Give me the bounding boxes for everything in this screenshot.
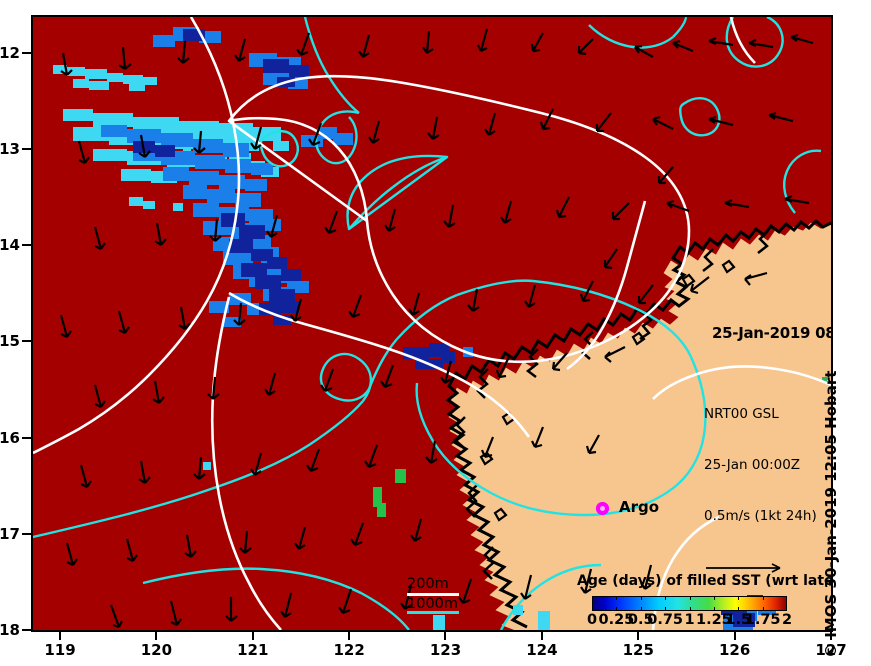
x-tick-label: 127: [815, 641, 847, 659]
y-tick-mark: [22, 629, 31, 631]
copyright-credit: © IMOS 30-Jan-2019 12:05 Hobart: [822, 370, 840, 658]
x-tick-label: 122: [333, 641, 365, 659]
y-tick-label: -13: [0, 139, 20, 158]
land-polygon: [448, 222, 831, 630]
y-tick-label: -12: [0, 43, 20, 62]
colorbar-gradient: [593, 597, 786, 610]
colorbar-tick-label: 0: [586, 612, 598, 628]
y-tick-mark: [22, 340, 31, 343]
x-tick-label: 123: [429, 641, 462, 659]
y-tick-mark: [22, 147, 31, 150]
argo-float-marker[interactable]: [596, 502, 609, 515]
velocity-key-line2: 25-Jan 00:00Z: [704, 457, 801, 473]
x-tick-mark: [540, 632, 543, 640]
x-tick-label: 125: [622, 641, 654, 659]
x-tick-mark: [155, 632, 158, 640]
velocity-key-line1: NRT00 GSL: [704, 406, 779, 422]
sst-age-patches: [53, 27, 827, 630]
x-tick-label: 120: [140, 641, 173, 659]
x-tick-mark: [348, 632, 351, 640]
y-tick-mark: [22, 532, 31, 535]
x-tick-label: 124: [526, 641, 558, 659]
y-tick-label: -14: [0, 236, 20, 255]
y-tick-mark: [22, 244, 31, 247]
bathymetry-scale-key: 200m 1000m: [407, 575, 458, 615]
y-tick-mark: [22, 51, 31, 54]
y-tick-label: -16: [0, 428, 20, 447]
argo-legend-label: Argo: [619, 498, 660, 516]
colorbar: [592, 596, 787, 611]
colorbar-tick-label: 0.5: [627, 612, 654, 628]
colorbar-tick-label: 0.25: [598, 612, 635, 628]
velocity-scale-key: NRT00 GSL 25-Jan 00:00Z 0.5m/s (1kt 24h): [704, 372, 817, 609]
y-tick-mark: [22, 436, 31, 439]
x-tick-mark: [733, 632, 736, 640]
x-tick-mark: [251, 632, 254, 640]
x-tick-mark: [637, 632, 640, 640]
y-tick-label: -17: [0, 524, 20, 543]
bathy-1000m-line-swatch: [407, 611, 459, 614]
x-tick-mark: [444, 632, 447, 640]
velocity-key-line3: 0.5m/s (1kt 24h): [704, 508, 817, 524]
colorbar-tick-label: 1: [684, 612, 695, 628]
colorbar-tick-label: 0.75: [647, 612, 684, 628]
colorbar-tick-label: 2: [781, 612, 793, 628]
x-tick-label: 126: [718, 641, 751, 659]
x-tick-label: 121: [237, 641, 269, 659]
x-tick-mark: [830, 632, 832, 640]
velocity-reference-arrow: [706, 563, 781, 573]
date-stamp: 25-Jan-2019 08Z: [712, 324, 833, 342]
colorbar-tick-label: 1.75: [744, 612, 781, 628]
current-vectors: [59, 28, 814, 629]
map-plot-area: 25-Jan-2019 08Z NRT00 GSL 25-Jan 00:00Z …: [31, 15, 833, 632]
bathymetry-contour-1000m: [33, 17, 822, 630]
map-graphic: [33, 17, 831, 630]
colorbar-title: Age (days) of filled SST (wrt latest): [577, 573, 833, 589]
bathy-200m-label: 200m: [407, 576, 449, 592]
y-tick-label: -15: [0, 332, 20, 351]
x-tick-label: 119: [44, 641, 76, 659]
colorbar-tick-label: 1.5: [725, 612, 752, 628]
colorbar-tick-label: 1.25: [695, 612, 732, 628]
bathy-200m-line-swatch: [407, 593, 459, 596]
y-tick-label: -18: [0, 621, 20, 639]
colorbar-tick-labels: 0 0.25 0.5 0.75 1 1.25 1.5 1.75 2: [587, 612, 792, 630]
landmass: [448, 222, 831, 630]
bathy-1000m-label: 1000m: [407, 596, 459, 612]
coastline: [445, 218, 831, 629]
x-tick-mark: [58, 632, 61, 640]
